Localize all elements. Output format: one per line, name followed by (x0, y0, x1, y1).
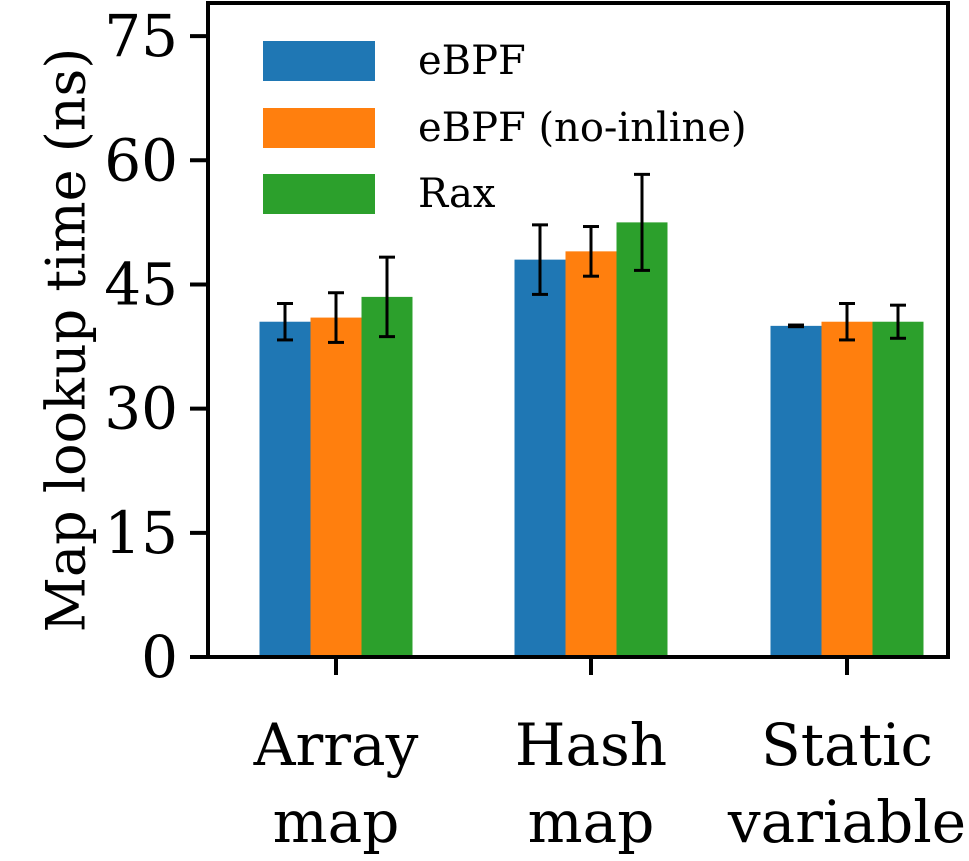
bar (310, 317, 362, 657)
bar (514, 259, 566, 657)
x-tick-label: map (273, 788, 400, 856)
y-tick-label: 75 (104, 2, 178, 70)
legend-label: eBPF (418, 38, 526, 84)
legend: eBPF eBPF (no-inline) Rax (263, 38, 747, 217)
x-tick-label: Array (253, 711, 419, 779)
y-tick-label: 45 (104, 250, 178, 318)
bar (821, 321, 873, 657)
legend-label: eBPF (no-inline) (418, 105, 747, 151)
x-axis: Array map Hash map Static variable (253, 657, 966, 856)
bars-layer (259, 222, 924, 657)
y-axis-label: Map lookup time (ns) (35, 48, 98, 633)
bar (259, 321, 311, 657)
plot-frame (206, 1, 950, 659)
legend-label: Rax (418, 171, 496, 217)
bar (565, 251, 617, 657)
bar (361, 296, 413, 657)
errorbars-layer (277, 172, 906, 344)
y-tick-label: 15 (104, 499, 178, 567)
legend-swatch (263, 174, 375, 214)
y-axis: 0 15 30 45 60 75 (104, 2, 208, 691)
bar (770, 325, 822, 657)
y-tick-label: 60 (104, 126, 178, 194)
x-tick-label: Static (761, 711, 933, 779)
x-tick-label: variable (727, 788, 966, 856)
x-tick-label: Hash (515, 711, 667, 779)
y-tick-label: 0 (141, 623, 178, 691)
y-tick-label: 30 (104, 375, 178, 443)
x-tick-label: map (528, 788, 655, 856)
bar (616, 222, 668, 657)
legend-swatch (263, 108, 375, 148)
legend-swatch (263, 41, 375, 81)
bar (872, 321, 924, 657)
